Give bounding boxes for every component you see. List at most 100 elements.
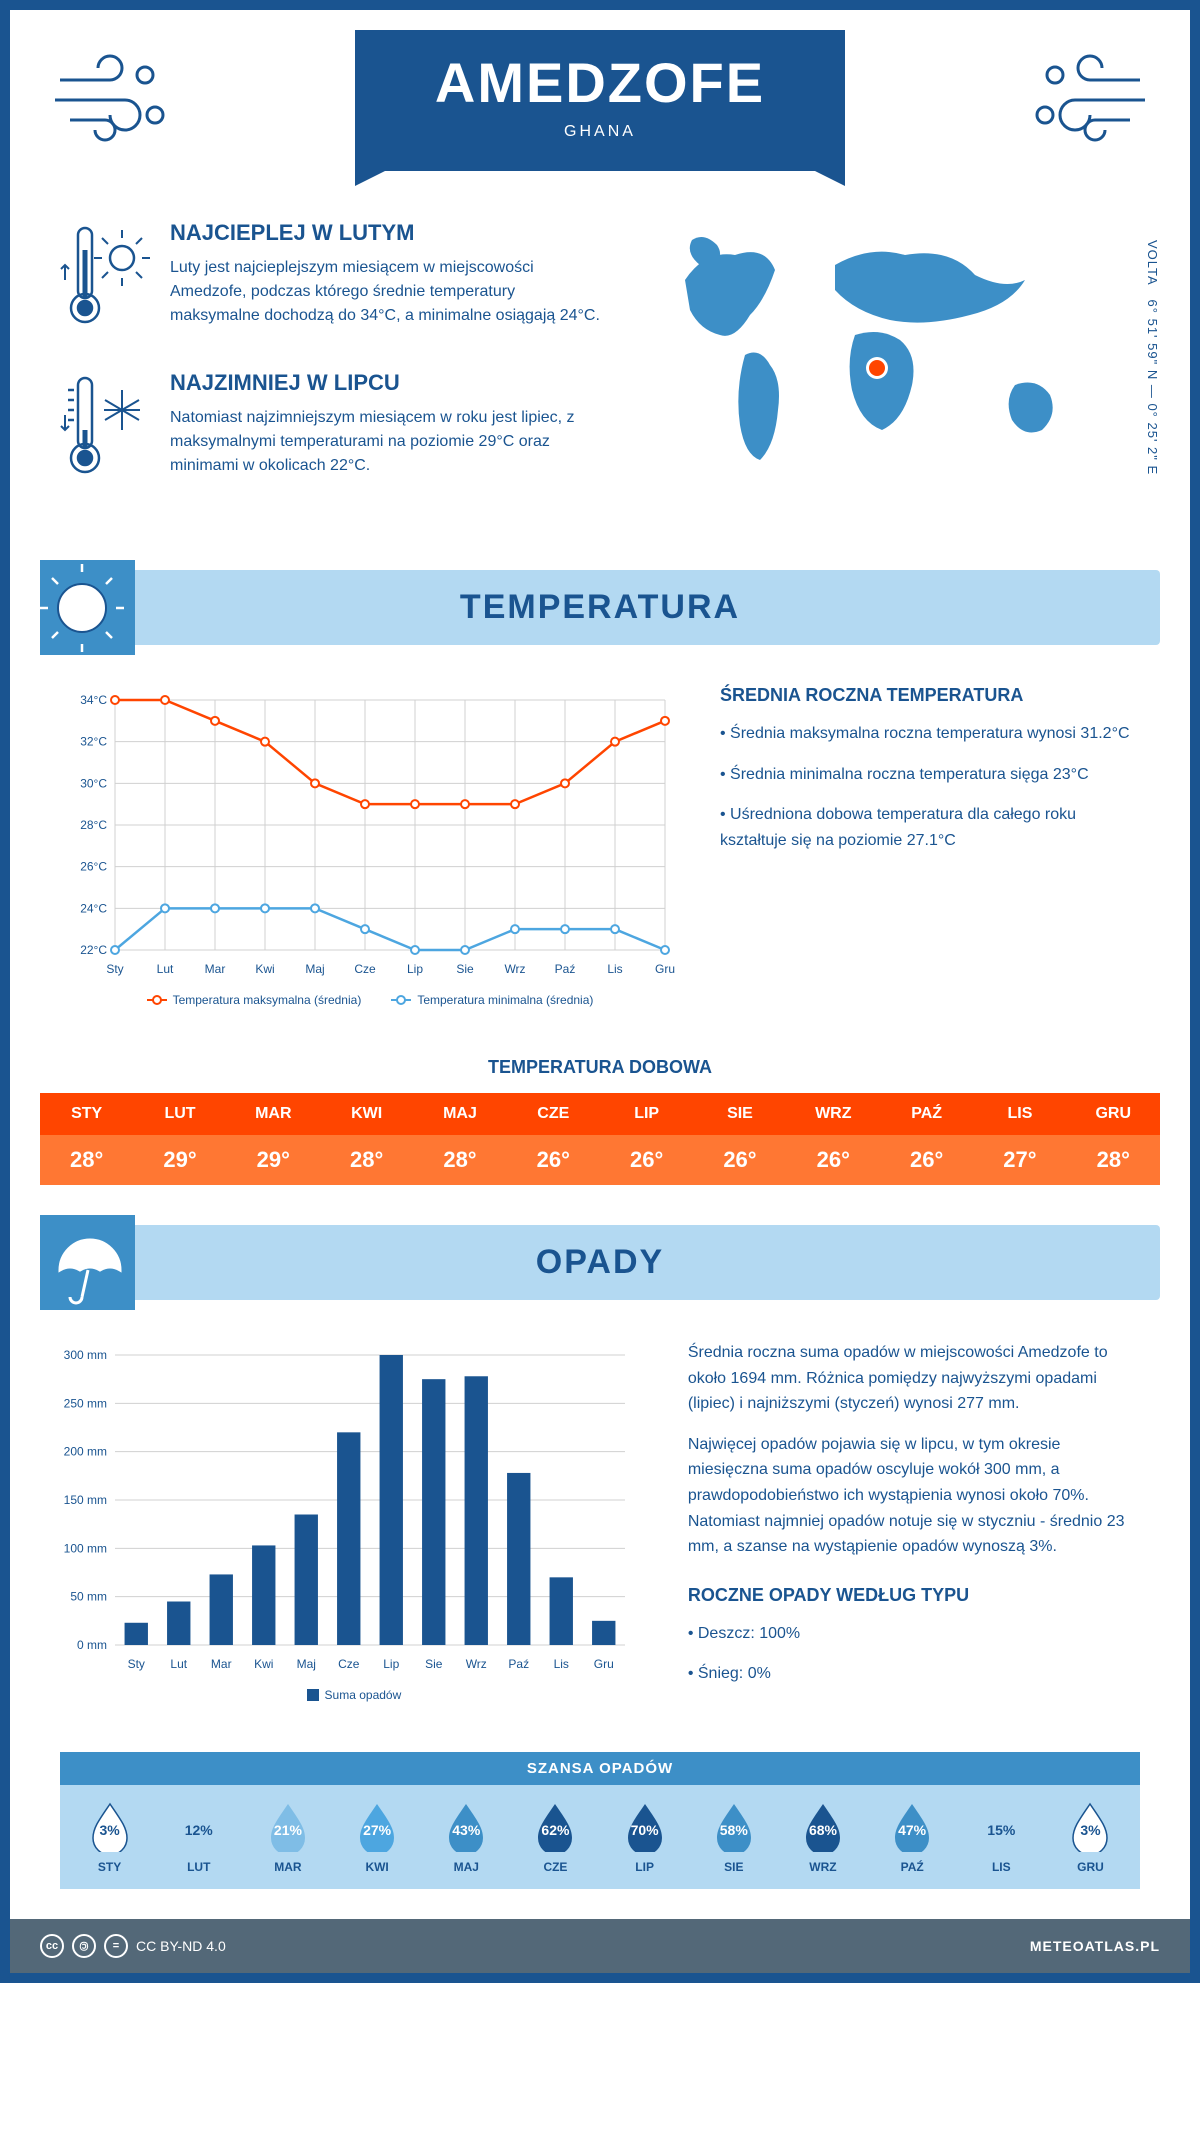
temperature-info: ŚREDNIA ROCZNA TEMPERATURA • Średnia mak…: [720, 685, 1140, 1007]
daily-month: GRU: [1067, 1093, 1160, 1135]
intro-section: NAJCIEPLEJ W LUTYM Luty jest najcieplejs…: [10, 190, 1190, 550]
precip-para-2: Najwięcej opadów pojawia się w lipcu, w …: [688, 1432, 1140, 1560]
daily-month: SIE: [693, 1093, 786, 1135]
svg-text:Cze: Cze: [354, 962, 376, 976]
precip-chance-item: 70% LIP: [600, 1800, 689, 1874]
svg-text:50 mm: 50 mm: [70, 1590, 107, 1604]
daily-value: 26°: [507, 1135, 600, 1185]
daily-value: 27°: [973, 1135, 1066, 1185]
temp-bullet: • Uśredniona dobowa temperatura dla całe…: [720, 802, 1140, 853]
wind-icon: [50, 45, 180, 150]
svg-text:Lis: Lis: [607, 962, 622, 976]
precip-chance-item: 3% STY: [65, 1800, 154, 1874]
warmest-text: Luty jest najcieplejszym miesiącem w mie…: [170, 256, 605, 328]
precip-type: • Deszcz: 100%: [688, 1621, 1140, 1647]
daily-value: 26°: [693, 1135, 786, 1185]
location-title: AMEDZOFE: [435, 50, 765, 115]
svg-text:Cze: Cze: [338, 1657, 360, 1671]
daily-month: KWI: [320, 1093, 413, 1135]
precip-chance-item: 15% LIS: [957, 1800, 1046, 1874]
daily-value: 28°: [413, 1135, 506, 1185]
daily-value: 26°: [600, 1135, 693, 1185]
daily-value: 29°: [133, 1135, 226, 1185]
daily-value: 28°: [320, 1135, 413, 1185]
daily-month: STY: [40, 1093, 133, 1135]
precip-para-1: Średnia roczna suma opadów w miejscowośc…: [688, 1340, 1140, 1417]
precipitation-heading: OPADY: [58, 1243, 1142, 1282]
svg-text:30°C: 30°C: [80, 776, 107, 790]
precip-chance-item: 12% LUT: [154, 1800, 243, 1874]
daily-month: MAJ: [413, 1093, 506, 1135]
precipitation-legend: Suma opadów: [60, 1688, 648, 1702]
svg-text:Paź: Paź: [555, 962, 576, 976]
svg-text:Gru: Gru: [655, 962, 675, 976]
svg-text:Gru: Gru: [594, 1657, 614, 1671]
svg-text:Wrz: Wrz: [504, 962, 525, 976]
svg-text:Sty: Sty: [106, 962, 123, 976]
svg-text:300 mm: 300 mm: [64, 1348, 107, 1362]
daily-value: 26°: [880, 1135, 973, 1185]
svg-text:Lut: Lut: [157, 962, 174, 976]
svg-text:Lis: Lis: [554, 1657, 569, 1671]
svg-text:Sie: Sie: [456, 962, 474, 976]
svg-text:Wrz: Wrz: [466, 1657, 487, 1671]
precipitation-info: Średnia roczna suma opadów w miejscowośc…: [688, 1340, 1140, 1702]
svg-text:32°C: 32°C: [80, 735, 107, 749]
precip-chance-item: 47% PAŹ: [868, 1800, 957, 1874]
temperature-chart: 22°C24°C26°C28°C30°C32°C34°CStyLutMarKwi…: [60, 685, 680, 1007]
daily-month: LUT: [133, 1093, 226, 1135]
warmest-title: NAJCIEPLEJ W LUTYM: [170, 220, 605, 246]
precip-type-title: ROCZNE OPADY WEDŁUG TYPU: [688, 1585, 1140, 1606]
svg-text:22°C: 22°C: [80, 943, 107, 957]
svg-text:Kwi: Kwi: [254, 1657, 273, 1671]
precip-chance-item: 21% MAR: [243, 1800, 332, 1874]
svg-text:Sie: Sie: [425, 1657, 443, 1671]
daily-value: 28°: [40, 1135, 133, 1185]
temperature-section-header: TEMPERATURA: [40, 570, 1160, 645]
site-name: METEOATLAS.PL: [1030, 1938, 1160, 1954]
sun-icon: [40, 560, 135, 660]
nd-icon: =: [104, 1934, 128, 1958]
temp-bullet: • Średnia minimalna roczna temperatura s…: [720, 762, 1140, 788]
svg-text:Lip: Lip: [407, 962, 423, 976]
precip-chance-item: 58% SIE: [689, 1800, 778, 1874]
precip-chance-item: 43% MAJ: [422, 1800, 511, 1874]
svg-text:0 mm: 0 mm: [77, 1638, 107, 1652]
precipitation-section-header: OPADY: [40, 1225, 1160, 1300]
header: AMEDZOFE GHANA: [10, 10, 1190, 190]
warmest-fact: NAJCIEPLEJ W LUTYM Luty jest najcieplejs…: [60, 220, 605, 335]
by-icon: 🄯: [72, 1934, 96, 1958]
license: cc 🄯 = CC BY-ND 4.0: [40, 1934, 226, 1958]
daily-month: CZE: [507, 1093, 600, 1135]
svg-text:Mar: Mar: [211, 1657, 232, 1671]
footer: cc 🄯 = CC BY-ND 4.0 METEOATLAS.PL: [10, 1919, 1190, 1973]
precip-chance-item: 27% KWI: [333, 1800, 422, 1874]
svg-text:Maj: Maj: [305, 962, 324, 976]
coldest-title: NAJZIMNIEJ W LIPCU: [170, 370, 605, 396]
precip-chance-item: 3% GRU: [1046, 1800, 1135, 1874]
svg-text:Lip: Lip: [383, 1657, 399, 1671]
daily-temp-title: TEMPERATURA DOBOWA: [10, 1057, 1190, 1078]
precipitation-chart: 0 mm50 mm100 mm150 mm200 mm250 mm300 mmS…: [60, 1340, 648, 1702]
svg-text:250 mm: 250 mm: [64, 1396, 107, 1410]
svg-text:28°C: 28°C: [80, 818, 107, 832]
infographic-frame: AMEDZOFE GHANA NAJCIEPLEJ W LUTYM Luty j…: [0, 0, 1200, 1983]
svg-text:Kwi: Kwi: [255, 962, 274, 976]
svg-text:Sty: Sty: [128, 1657, 145, 1671]
coldest-text: Natomiast najzimniejszym miesiącem w rok…: [170, 406, 605, 478]
wind-icon: [1020, 45, 1150, 150]
daily-value: 29°: [227, 1135, 320, 1185]
daily-month: LIS: [973, 1093, 1066, 1135]
svg-text:100 mm: 100 mm: [64, 1541, 107, 1555]
svg-text:24°C: 24°C: [80, 901, 107, 915]
precip-chance-title: SZANSA OPADÓW: [60, 1752, 1140, 1785]
coldest-fact: NAJZIMNIEJ W LIPCU Natomiast najzimniejs…: [60, 370, 605, 485]
svg-text:Paź: Paź: [508, 1657, 529, 1671]
world-map: VOLTA 6° 51' 59" N — 0° 25' 2" E: [645, 220, 1140, 485]
precip-chance-item: 68% WRZ: [778, 1800, 867, 1874]
thermometer-hot-icon: [60, 220, 150, 335]
daily-value: 26°: [787, 1135, 880, 1185]
svg-text:Lut: Lut: [170, 1657, 187, 1671]
svg-text:Maj: Maj: [297, 1657, 316, 1671]
title-banner: AMEDZOFE GHANA: [355, 30, 845, 171]
